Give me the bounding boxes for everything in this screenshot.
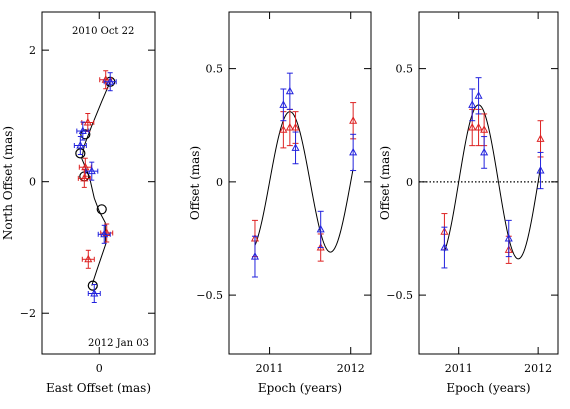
data-point bbox=[474, 77, 483, 115]
data-point bbox=[349, 133, 358, 172]
model-track bbox=[81, 81, 111, 286]
triangle-marker bbox=[106, 77, 115, 85]
data-point bbox=[103, 72, 117, 92]
triangle-marker bbox=[536, 134, 545, 142]
data-point bbox=[536, 120, 545, 158]
y-tick-label: 0 bbox=[406, 176, 413, 189]
x-tick-label: 0 bbox=[96, 362, 103, 375]
data-point bbox=[87, 283, 101, 303]
data-point bbox=[291, 131, 300, 165]
triangle-marker bbox=[279, 125, 288, 133]
x-tick-label: 2012 bbox=[337, 362, 365, 375]
triangle-marker bbox=[285, 122, 294, 131]
triangle-marker bbox=[504, 233, 513, 242]
y-tick-label: −2 bbox=[20, 307, 36, 320]
triangle-marker bbox=[349, 147, 358, 156]
y-tick-label: 0.5 bbox=[396, 63, 414, 76]
x-tick-label: 2011 bbox=[256, 362, 284, 375]
annotation-start-date: 2010 Oct 22 bbox=[72, 26, 134, 37]
data-point bbox=[73, 136, 87, 156]
triangle-marker bbox=[250, 252, 259, 260]
model-curve bbox=[254, 111, 354, 253]
triangle-marker bbox=[90, 288, 99, 297]
y-axis-label: Offset (mas) bbox=[188, 146, 202, 220]
plot-frame bbox=[228, 11, 372, 355]
panel-parallax: 2011 2012 −0.5 0 0.5 Epoch (years) Offset (mas… bbox=[188, 11, 372, 395]
y-tick-label: 0 bbox=[216, 176, 223, 189]
triangle-marker bbox=[480, 125, 489, 133]
triangle-marker bbox=[80, 173, 89, 182]
panel-sky-track: 0 −2 0 2 East Offset (mas) North Offset (mas)… bbox=[1, 11, 156, 395]
triangle-marker bbox=[87, 166, 96, 175]
data-point bbox=[504, 219, 513, 258]
triangle-marker bbox=[76, 140, 85, 149]
data-point bbox=[440, 226, 449, 269]
triangle-marker bbox=[100, 229, 109, 238]
data-point bbox=[474, 108, 483, 147]
data-point bbox=[536, 151, 545, 190]
x-axis-label: East Offset (mas) bbox=[46, 381, 151, 395]
x-axis-label: Epoch (years) bbox=[446, 381, 530, 395]
data-point bbox=[250, 235, 259, 278]
triangle-marker bbox=[84, 254, 93, 263]
model-epoch-circle bbox=[96, 204, 107, 215]
data-point bbox=[77, 168, 91, 188]
data-point bbox=[85, 161, 99, 181]
triangle-marker bbox=[474, 122, 483, 131]
model-epoch-circle bbox=[87, 280, 98, 291]
x-tick-label: 2012 bbox=[524, 362, 552, 375]
triangle-marker bbox=[468, 122, 477, 131]
y-tick-label: −0.5 bbox=[386, 289, 413, 302]
y-axis-label: Offset (mas) bbox=[378, 146, 392, 220]
x-tick-label: 2011 bbox=[445, 362, 473, 375]
y-tick-label: 2 bbox=[29, 44, 36, 57]
x-axis-label: Epoch (years) bbox=[258, 381, 342, 395]
data-point bbox=[480, 136, 489, 169]
y-tick-label: −0.5 bbox=[196, 289, 223, 302]
triangle-marker bbox=[440, 242, 449, 251]
triangle-marker bbox=[468, 100, 477, 108]
triangle-marker bbox=[480, 147, 489, 156]
data-point bbox=[349, 102, 358, 140]
triangle-marker bbox=[291, 143, 300, 151]
model-epoch-circle bbox=[80, 129, 91, 140]
data-point bbox=[468, 88, 477, 122]
data-point bbox=[81, 249, 95, 269]
triangle-marker bbox=[279, 100, 288, 108]
triangle-marker bbox=[291, 122, 300, 131]
triangle-marker bbox=[349, 116, 358, 124]
data-point bbox=[285, 108, 294, 147]
y-tick-label: 0.5 bbox=[206, 63, 224, 76]
model-curve bbox=[443, 104, 542, 260]
data-point bbox=[97, 224, 111, 244]
y-axis-label: North Offset (mas) bbox=[1, 126, 15, 240]
data-point bbox=[285, 72, 294, 110]
triangle-marker bbox=[316, 224, 325, 233]
triangle-marker bbox=[474, 91, 483, 99]
triangle-marker bbox=[83, 117, 92, 126]
data-point bbox=[76, 121, 90, 141]
triangle-marker bbox=[285, 86, 294, 95]
y-tick-label: 0 bbox=[29, 176, 36, 189]
triangle-marker bbox=[78, 126, 87, 135]
panel-parallax-residual: 2011 2012 −0.5 0 0.5 Epoch (years) Offset (mas… bbox=[378, 11, 559, 395]
plot-frame bbox=[418, 11, 559, 355]
plot-frame bbox=[41, 11, 156, 355]
triangle-marker bbox=[536, 165, 545, 174]
data-point bbox=[279, 88, 288, 122]
annotation-end-date: 2012 Jan 03 bbox=[88, 338, 149, 349]
data-point bbox=[316, 210, 325, 249]
